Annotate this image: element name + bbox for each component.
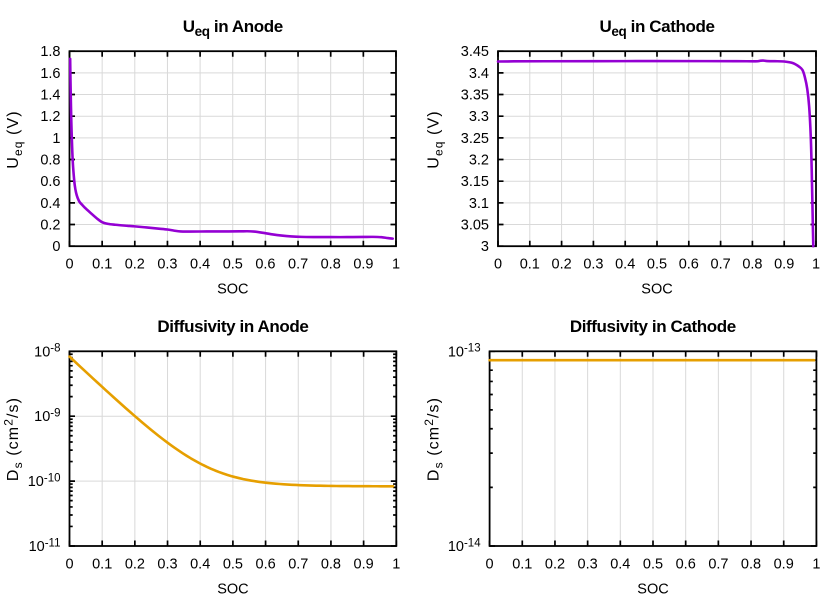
- svg-text:0.8: 0.8: [321, 257, 341, 273]
- svg-text:1: 1: [392, 257, 400, 273]
- svg-text:0.1: 0.1: [512, 557, 532, 573]
- svg-text:Diffusivity in Anode: Diffusivity in Anode: [157, 317, 308, 336]
- svg-text:0.2: 0.2: [125, 557, 145, 573]
- svg-text:0.6: 0.6: [679, 257, 699, 273]
- svg-text:1: 1: [812, 557, 820, 573]
- svg-text:0.4: 0.4: [615, 257, 635, 273]
- svg-text:0.5: 0.5: [647, 257, 667, 273]
- svg-text:0.6: 0.6: [676, 557, 696, 573]
- svg-text:3.25: 3.25: [461, 131, 489, 147]
- svg-text:3.05: 3.05: [461, 218, 489, 234]
- svg-text:3.2: 3.2: [469, 153, 489, 169]
- svg-text:0.3: 0.3: [583, 257, 603, 273]
- svg-text:0.2: 0.2: [552, 257, 572, 273]
- svg-text:3.45: 3.45: [461, 44, 489, 60]
- svg-text:0.7: 0.7: [711, 257, 731, 273]
- svg-text:3.35: 3.35: [461, 88, 489, 104]
- svg-text:0.9: 0.9: [774, 257, 794, 273]
- svg-text:1.2: 1.2: [40, 109, 60, 125]
- svg-text:0.1: 0.1: [520, 257, 540, 273]
- svg-text:0.1: 0.1: [92, 557, 112, 573]
- svg-text:0.8: 0.8: [741, 557, 761, 573]
- svg-text:3.3: 3.3: [469, 109, 489, 125]
- svg-text:0.2: 0.2: [125, 257, 145, 273]
- svg-text:0.8: 0.8: [742, 257, 762, 273]
- svg-text:1: 1: [52, 131, 60, 147]
- svg-text:0.5: 0.5: [643, 557, 663, 573]
- svg-text:0: 0: [65, 257, 73, 273]
- svg-text:1: 1: [392, 557, 400, 573]
- svg-text:0.5: 0.5: [223, 257, 243, 273]
- svg-text:1: 1: [812, 257, 820, 273]
- svg-text:3.4: 3.4: [469, 66, 489, 82]
- svg-text:3.1: 3.1: [469, 196, 489, 212]
- svg-text:SOC: SOC: [641, 282, 672, 298]
- svg-text:0: 0: [494, 257, 502, 273]
- svg-text:0.8: 0.8: [40, 153, 60, 169]
- svg-text:3: 3: [481, 239, 489, 255]
- svg-text:0.9: 0.9: [774, 557, 794, 573]
- svg-text:0.7: 0.7: [288, 557, 308, 573]
- svg-text:0.6: 0.6: [256, 557, 276, 573]
- svg-text:0.1: 0.1: [92, 257, 112, 273]
- svg-text:Ds (cm2/s): Ds (cm2/s): [422, 397, 445, 481]
- svg-text:1.6: 1.6: [40, 66, 60, 82]
- svg-text:0.4: 0.4: [610, 557, 630, 573]
- svg-text:0.6: 0.6: [40, 174, 60, 190]
- svg-text:0.5: 0.5: [223, 557, 243, 573]
- svg-text:Ueq (V): Ueq (V): [5, 110, 25, 168]
- svg-text:0.6: 0.6: [255, 257, 275, 273]
- svg-text:0.4: 0.4: [190, 557, 210, 573]
- svg-text:0.7: 0.7: [708, 557, 728, 573]
- svg-text:Ueq in Cathode: Ueq in Cathode: [599, 17, 714, 39]
- svg-text:SOC: SOC: [217, 582, 248, 598]
- svg-text:0: 0: [486, 557, 494, 573]
- svg-text:0.3: 0.3: [578, 557, 598, 573]
- svg-text:0.9: 0.9: [354, 557, 374, 573]
- svg-text:3.15: 3.15: [461, 174, 489, 190]
- svg-text:1.4: 1.4: [40, 88, 60, 104]
- svg-text:0.2: 0.2: [40, 218, 60, 234]
- svg-text:SOC: SOC: [217, 282, 248, 298]
- svg-text:0.3: 0.3: [157, 257, 177, 273]
- svg-text:1.8: 1.8: [40, 44, 60, 60]
- svg-text:Ds (cm2/s): Ds (cm2/s): [2, 397, 25, 481]
- svg-text:0.4: 0.4: [190, 257, 210, 273]
- svg-text:0.3: 0.3: [157, 557, 177, 573]
- svg-text:0.7: 0.7: [288, 257, 308, 273]
- svg-text:0.2: 0.2: [545, 557, 565, 573]
- svg-text:Diffusivity in Cathode: Diffusivity in Cathode: [570, 317, 736, 336]
- svg-text:SOC: SOC: [637, 582, 668, 598]
- svg-text:0: 0: [65, 557, 73, 573]
- svg-text:0.4: 0.4: [40, 196, 60, 212]
- svg-text:Ueq (V): Ueq (V): [426, 110, 446, 168]
- svg-text:0.9: 0.9: [353, 257, 373, 273]
- svg-text:0: 0: [52, 239, 60, 255]
- svg-text:0.8: 0.8: [321, 557, 341, 573]
